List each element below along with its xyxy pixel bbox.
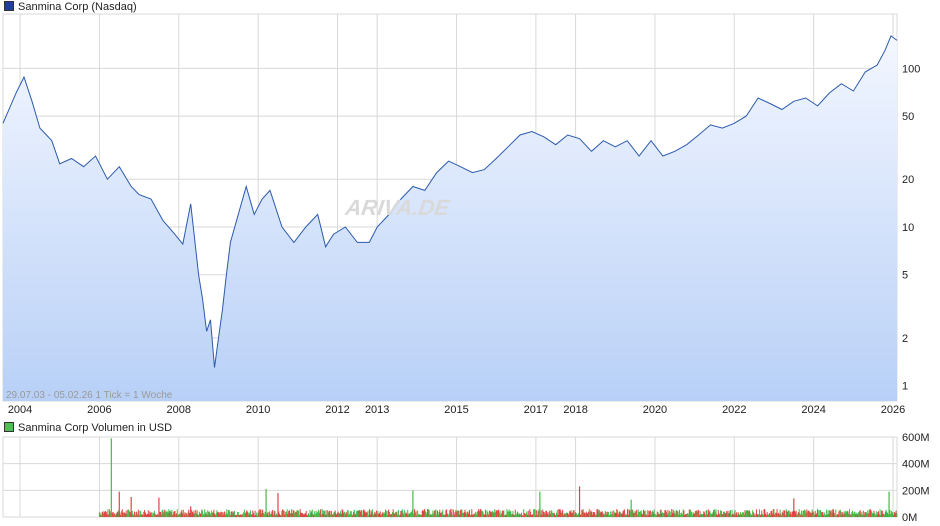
- price-y-tick-label: 10: [902, 222, 914, 234]
- price-y-tick-label: 5: [902, 270, 908, 282]
- price-x-tick-label: 2020: [643, 404, 667, 416]
- price-line: [2, 35, 898, 368]
- price-x-tick-label: 2024: [801, 404, 825, 416]
- price-chart-title: Sanmina Corp (Nasdaq): [18, 1, 137, 13]
- volume-y-tick-label: 400M: [902, 459, 930, 471]
- price-x-tick-label: 2018: [563, 404, 587, 416]
- price-y-tick-label: 2: [902, 333, 908, 345]
- price-x-tick-label: 2012: [325, 404, 349, 416]
- price-x-tick-label: 2015: [444, 404, 468, 416]
- watermark-logo: ARIVA.DE: [343, 195, 452, 220]
- volume-grid: [2, 436, 898, 518]
- price-x-tick-label: 2026: [881, 404, 905, 416]
- price-axis-ticks: 1 2 5 10 20 50 100 2004 2006 2008 2010 2012 2013 2015…: [8, 63, 921, 416]
- volume-y-tick-label: 600M: [902, 432, 930, 444]
- volume-chart-title: Sanmina Corp Volumen in USD: [18, 422, 173, 434]
- price-legend-swatch: [4, 1, 14, 11]
- price-area-fill: [3, 35, 897, 402]
- price-y-tick-label: 100: [902, 63, 920, 75]
- price-y-tick-label: 1: [902, 381, 908, 393]
- price-x-tick-label: 2017: [524, 404, 548, 416]
- price-x-tick-label: 2004: [8, 404, 32, 416]
- chart-footer: 29.07.03 - 05.02.26 1 Tick = 1 Woche: [6, 390, 173, 401]
- price-chart-legend: Sanmina Corp (Nasdaq): [4, 1, 137, 13]
- volume-axis-ticks: 0M 200M 400M 600M: [902, 432, 930, 524]
- volume-chart-legend: Sanmina Corp Volumen in USD: [4, 422, 172, 434]
- price-y-tick-label: 50: [902, 111, 914, 123]
- price-x-tick-label: 2010: [246, 404, 270, 416]
- volume-y-tick-label: 0M: [902, 512, 917, 524]
- volume-legend-swatch: [4, 422, 14, 432]
- volume-y-tick-label: 200M: [902, 485, 930, 497]
- price-x-tick-label: 2008: [167, 404, 191, 416]
- price-y-tick-label: 20: [902, 174, 914, 186]
- price-x-tick-label: 2013: [365, 404, 389, 416]
- volume-bars: [98, 438, 898, 517]
- price-x-tick-label: 2006: [87, 404, 111, 416]
- price-x-tick-label: 2022: [722, 404, 746, 416]
